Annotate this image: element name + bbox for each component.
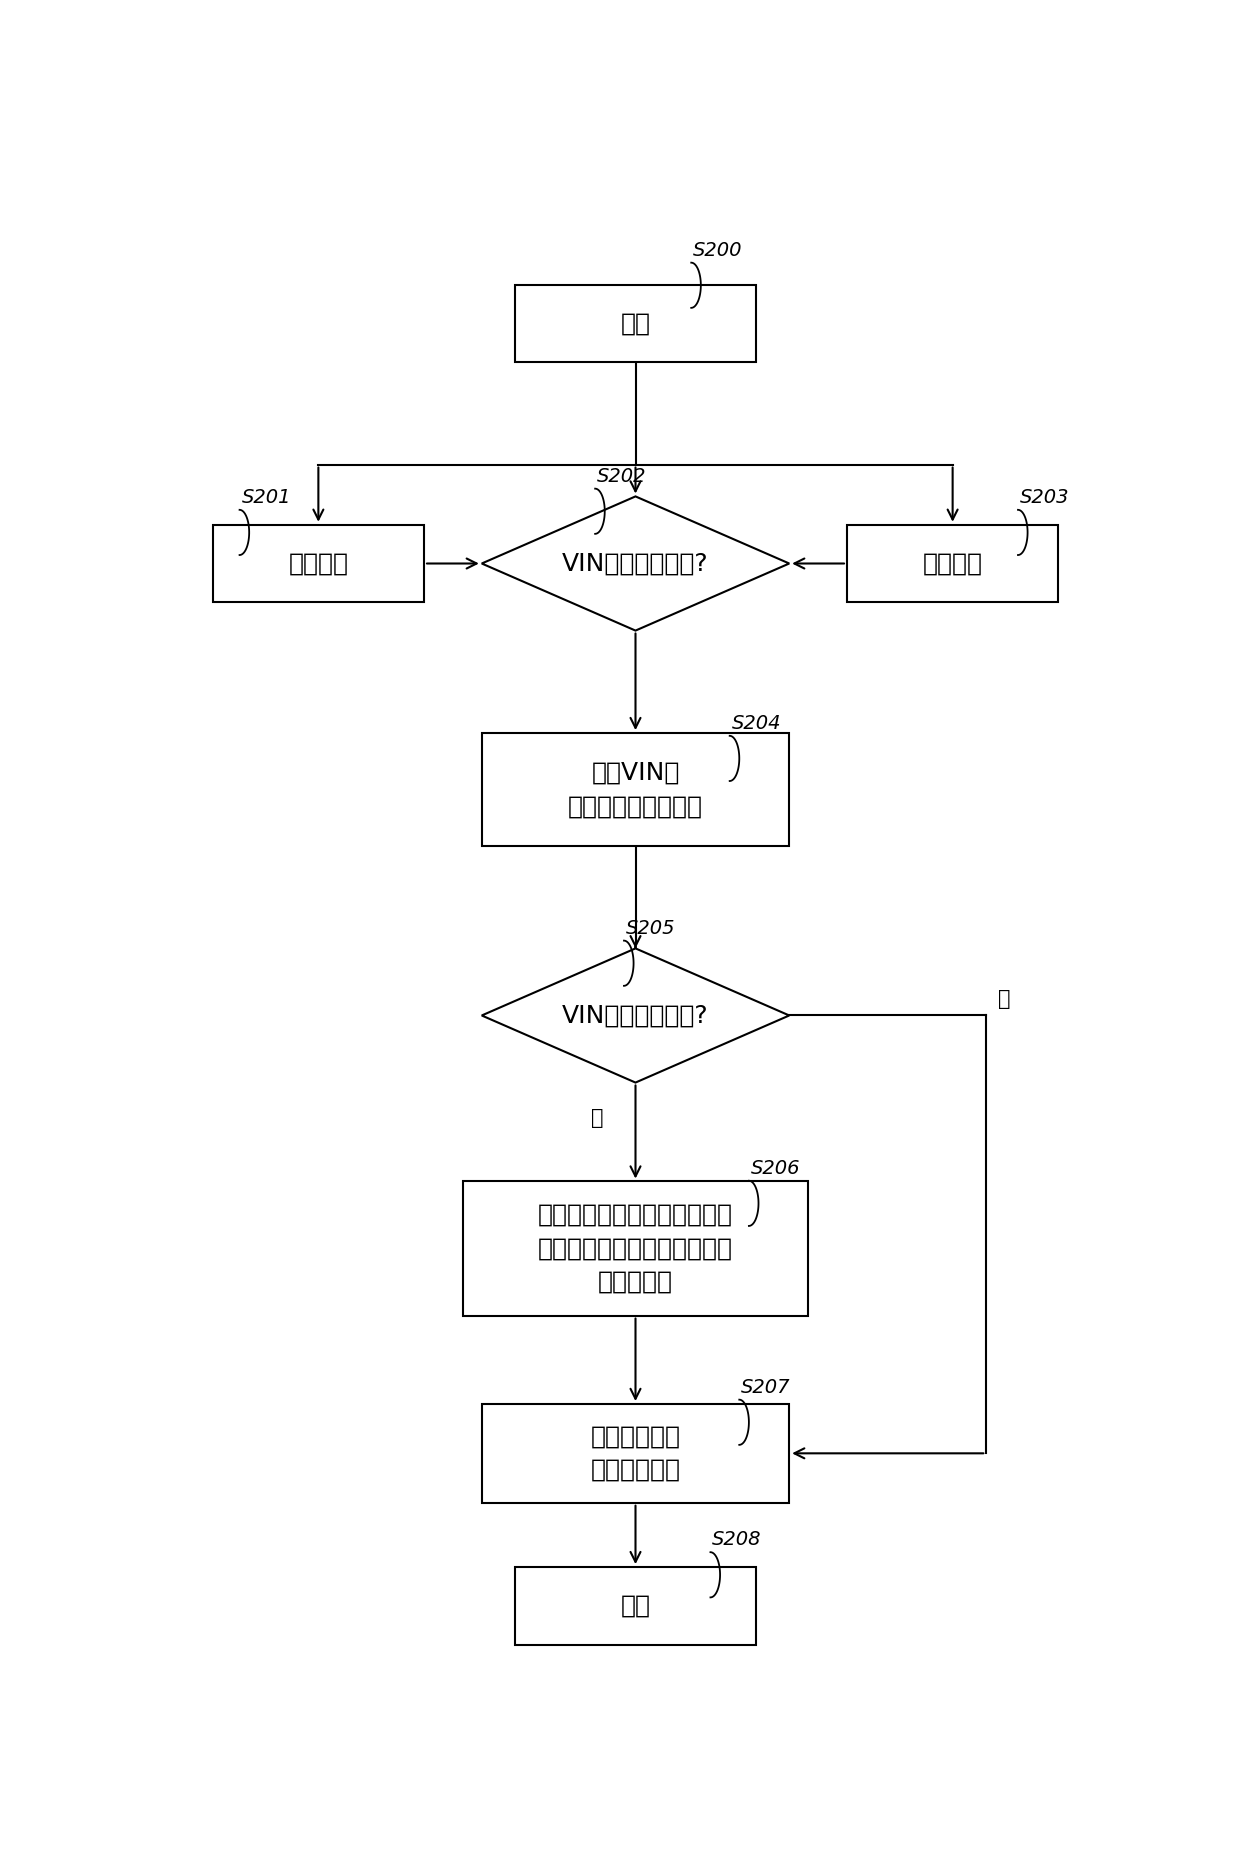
Text: S203: S203 xyxy=(1019,488,1069,507)
Text: S208: S208 xyxy=(712,1530,761,1549)
Text: S206: S206 xyxy=(751,1158,800,1179)
FancyBboxPatch shape xyxy=(847,524,1058,602)
Text: 开始: 开始 xyxy=(620,311,651,335)
Text: S202: S202 xyxy=(596,468,646,486)
FancyBboxPatch shape xyxy=(481,1403,789,1502)
Text: 自动检测: 自动检测 xyxy=(289,552,348,576)
Text: 是: 是 xyxy=(590,1108,604,1128)
Text: S200: S200 xyxy=(693,241,743,260)
FancyBboxPatch shape xyxy=(481,733,789,846)
Text: S201: S201 xyxy=(242,488,291,507)
Text: S205: S205 xyxy=(626,919,676,937)
Polygon shape xyxy=(481,949,789,1083)
Text: 手动输入: 手动输入 xyxy=(923,552,982,576)
FancyBboxPatch shape xyxy=(463,1181,808,1315)
Text: 结束: 结束 xyxy=(620,1594,651,1618)
Text: 启动诊断软件
进入车辆诊断: 启动诊断软件 进入车辆诊断 xyxy=(590,1424,681,1482)
Text: S204: S204 xyxy=(732,715,781,733)
Text: S207: S207 xyxy=(742,1377,791,1398)
Text: VIN解析是否成功?: VIN解析是否成功? xyxy=(562,1003,709,1027)
Polygon shape xyxy=(481,496,789,631)
Text: 否: 否 xyxy=(998,988,1011,1008)
Text: VIN获取是否成功?: VIN获取是否成功? xyxy=(562,552,709,576)
Text: 根据解析出来此车辆属于哪家
汽车制造厂商并确定对应的诊
断车系软件: 根据解析出来此车辆属于哪家 汽车制造厂商并确定对应的诊 断车系软件 xyxy=(538,1203,733,1295)
FancyBboxPatch shape xyxy=(213,524,424,602)
FancyBboxPatch shape xyxy=(516,1568,755,1645)
Text: 取得VIN，
进入到数据库中查询: 取得VIN， 进入到数据库中查询 xyxy=(568,761,703,818)
FancyBboxPatch shape xyxy=(516,284,755,363)
